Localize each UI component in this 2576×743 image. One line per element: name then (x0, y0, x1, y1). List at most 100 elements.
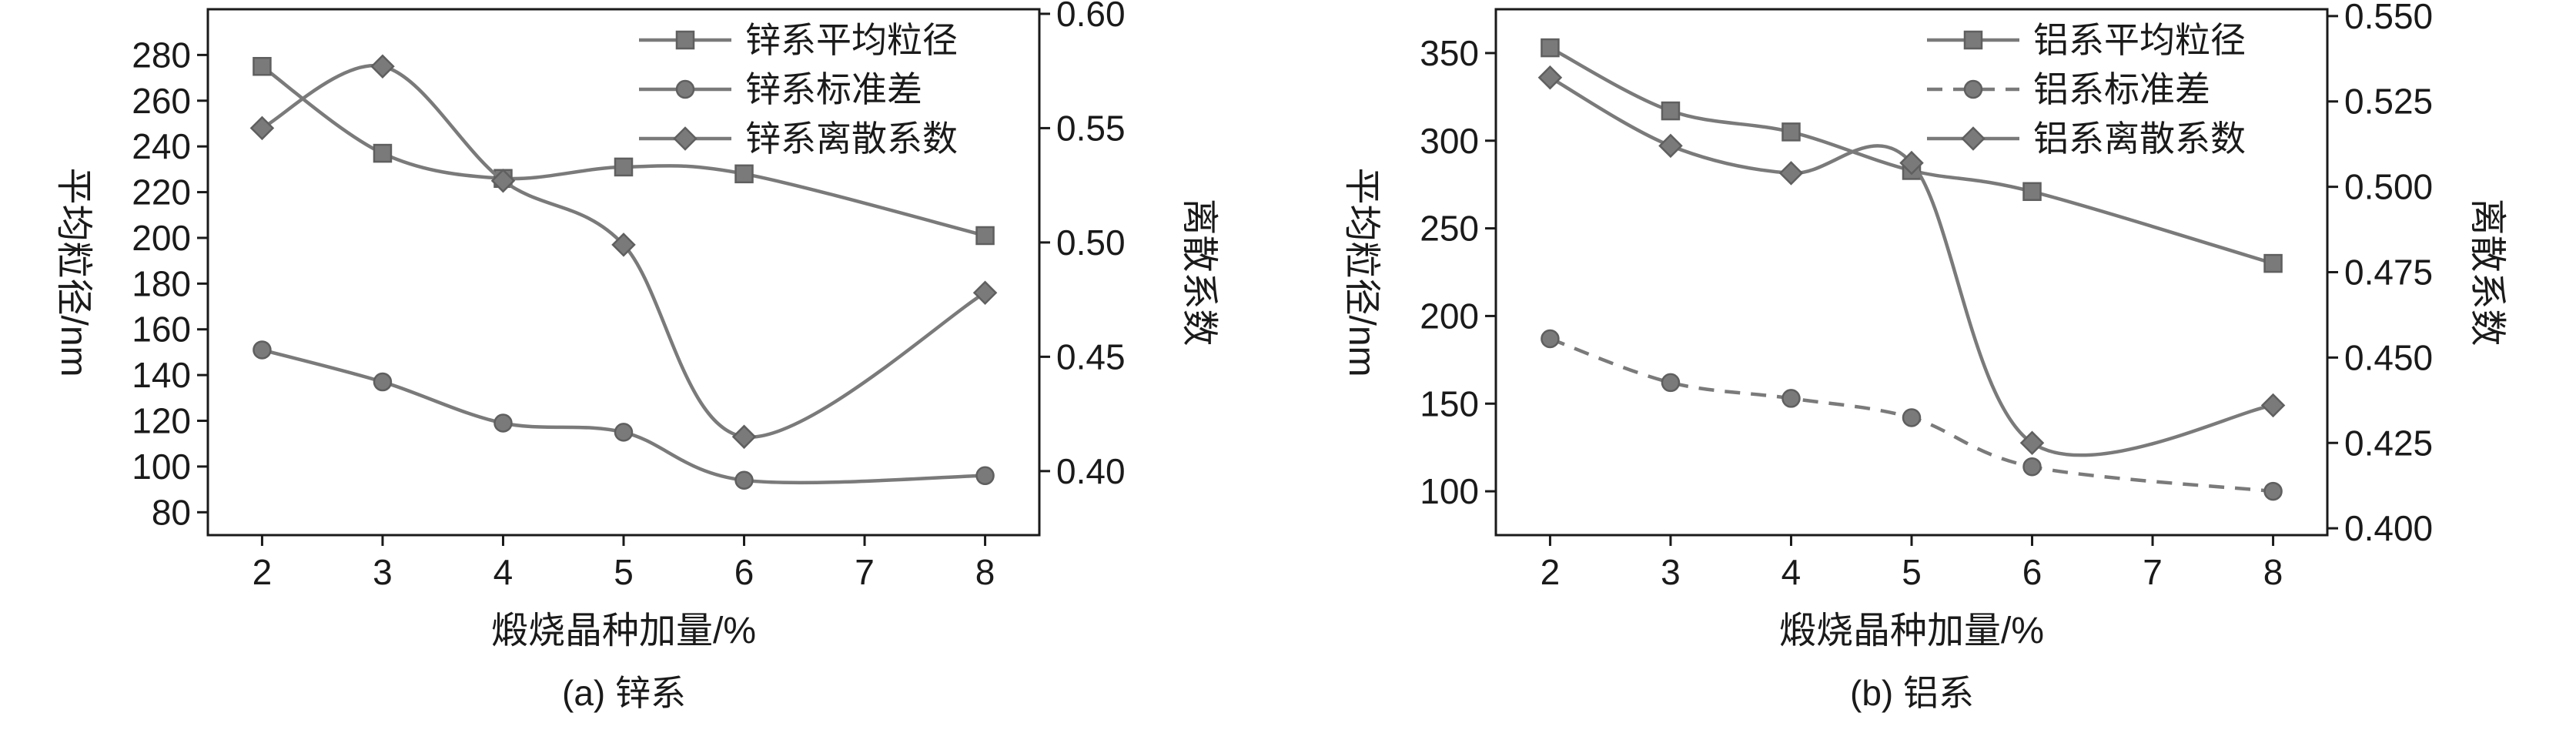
circle-marker (493, 413, 513, 433)
axes: 2 3 4 5 6 7 8 100 150 200 250 300 350 0.400 0.425 0.450… (1341, 0, 2507, 651)
series-line (261, 348, 985, 485)
circle-marker (1541, 329, 1560, 349)
axes: 2 3 4 5 6 7 8 80 100 120 140 160 180 200 220 240 260 280 0… (53, 0, 1219, 651)
x-tick-label: 5 (614, 552, 634, 592)
square-marker (1781, 122, 1801, 142)
square-marker (373, 143, 393, 163)
left-tick-label: 140 (132, 355, 191, 395)
square-marker (1661, 101, 1681, 121)
right-tick-label: 0.40 (1056, 451, 1126, 491)
square-marker (2263, 253, 2283, 273)
circle-marker (2022, 457, 2042, 477)
x-tick-label: 4 (493, 552, 514, 592)
left-y-axis-label: 平均粒径/nm (1341, 167, 1382, 377)
left-tick-label: 100 (132, 447, 191, 487)
x-tick-label: 8 (975, 552, 995, 592)
legend-label: 锌系标准差 (745, 69, 922, 109)
x-tick-label: 2 (1541, 552, 1561, 592)
left-tick-label: 200 (132, 218, 191, 258)
series-circle (1541, 329, 2283, 501)
left-tick-label: 240 (132, 126, 191, 166)
series-square (253, 56, 995, 246)
right-tick-label: 0.55 (1056, 108, 1126, 148)
chart-panel-aluminum: 2 3 4 5 6 7 8 100 150 200 250 300 350 0.400 0.425 0.450… (1288, 0, 2576, 743)
right-tick-label: 0.500 (2344, 167, 2433, 207)
square-marker (675, 30, 695, 50)
series-diamond (1537, 65, 2286, 457)
diamond-marker (490, 168, 516, 193)
left-tick-label: 260 (132, 81, 191, 121)
left-tick-label: 80 (152, 492, 191, 532)
left-tick-label: 220 (132, 172, 191, 213)
square-marker (614, 157, 634, 177)
x-tick-label: 5 (1902, 552, 1922, 592)
diamond-marker (370, 54, 395, 79)
right-tick-label: 0.45 (1056, 336, 1126, 377)
chart-aluminum-caption: (b) 铝系 (1850, 673, 1974, 713)
circle-marker (734, 470, 754, 490)
legend-label: 铝系标准差 (2033, 69, 2210, 109)
right-tick-label: 0.50 (1056, 223, 1126, 263)
x-tick-label: 8 (2263, 552, 2283, 592)
square-marker (734, 164, 754, 184)
series-line (1549, 46, 2274, 266)
diamond-marker (972, 280, 998, 305)
circle-marker (1963, 79, 1983, 99)
right-tick-label: 0.450 (2344, 337, 2433, 377)
legend-label: 锌系离散系数 (745, 119, 958, 159)
x-tick-label: 6 (734, 552, 754, 592)
circle-marker (675, 79, 695, 99)
diamond-marker (731, 424, 757, 450)
circle-marker (373, 372, 393, 392)
left-tick-label: 300 (1420, 121, 1479, 161)
x-axis-label: 煅烧晶种加量/% (491, 611, 756, 651)
left-tick-label: 250 (1420, 209, 1479, 249)
left-tick-label: 100 (1420, 471, 1479, 511)
square-marker (2022, 182, 2042, 202)
left-tick-label: 150 (1420, 383, 1479, 423)
right-tick-label: 0.60 (1056, 0, 1126, 34)
right-tick-label: 0.400 (2344, 508, 2433, 548)
left-tick-label: 180 (132, 263, 191, 303)
diamond-marker (611, 233, 636, 257)
chart-panel-zinc: 2 3 4 5 6 7 8 80 100 120 140 160 180 200 220 240 260 280 0… (53, 0, 1219, 713)
series-diamond (249, 54, 998, 450)
x-tick-label: 7 (2143, 552, 2163, 592)
x-tick-label: 3 (1661, 552, 1681, 592)
left-tick-label: 280 (132, 35, 191, 75)
x-tick-label: 6 (2022, 552, 2042, 592)
circle-marker (2263, 481, 2283, 501)
diamond-marker (1778, 161, 1804, 186)
diamond-marker (673, 126, 698, 151)
x-tick-label: 4 (1781, 552, 1802, 592)
legend-label: 铝系平均粒径 (2033, 20, 2246, 60)
square-marker (1963, 30, 1983, 50)
right-tick-label: 0.425 (2344, 423, 2433, 463)
diamond-marker (2019, 430, 2045, 456)
circle-marker (975, 466, 995, 486)
left-tick-label: 350 (1420, 33, 1479, 73)
circle-marker (253, 340, 272, 360)
legend-label: 铝系离散系数 (2033, 119, 2246, 159)
left-tick-label: 160 (132, 310, 191, 350)
x-tick-label: 2 (253, 552, 273, 592)
diamond-marker (1537, 65, 1563, 90)
diamond-marker (1658, 133, 1683, 159)
diamond-marker (2260, 393, 2286, 418)
left-tick-label: 200 (1420, 296, 1479, 336)
diamond-marker (1961, 126, 1986, 151)
left-tick-label: 120 (132, 401, 191, 441)
square-marker (253, 56, 272, 76)
x-tick-label: 7 (855, 552, 875, 592)
series-line (1549, 336, 2273, 494)
x-axis-label: 煅烧晶种加量/% (1779, 611, 2044, 651)
series-circle (253, 340, 995, 490)
right-y-axis-label: 离散系数 (1179, 198, 1219, 346)
right-tick-label: 0.550 (2344, 0, 2433, 36)
circle-marker (1781, 389, 1801, 408)
chart-zinc: 2 3 4 5 6 7 8 80 100 120 140 160 180 200 220 240 260 280 0… (53, 0, 1219, 651)
right-y-axis-label: 离散系数 (2467, 198, 2507, 346)
right-tick-label: 0.525 (2344, 82, 2433, 122)
